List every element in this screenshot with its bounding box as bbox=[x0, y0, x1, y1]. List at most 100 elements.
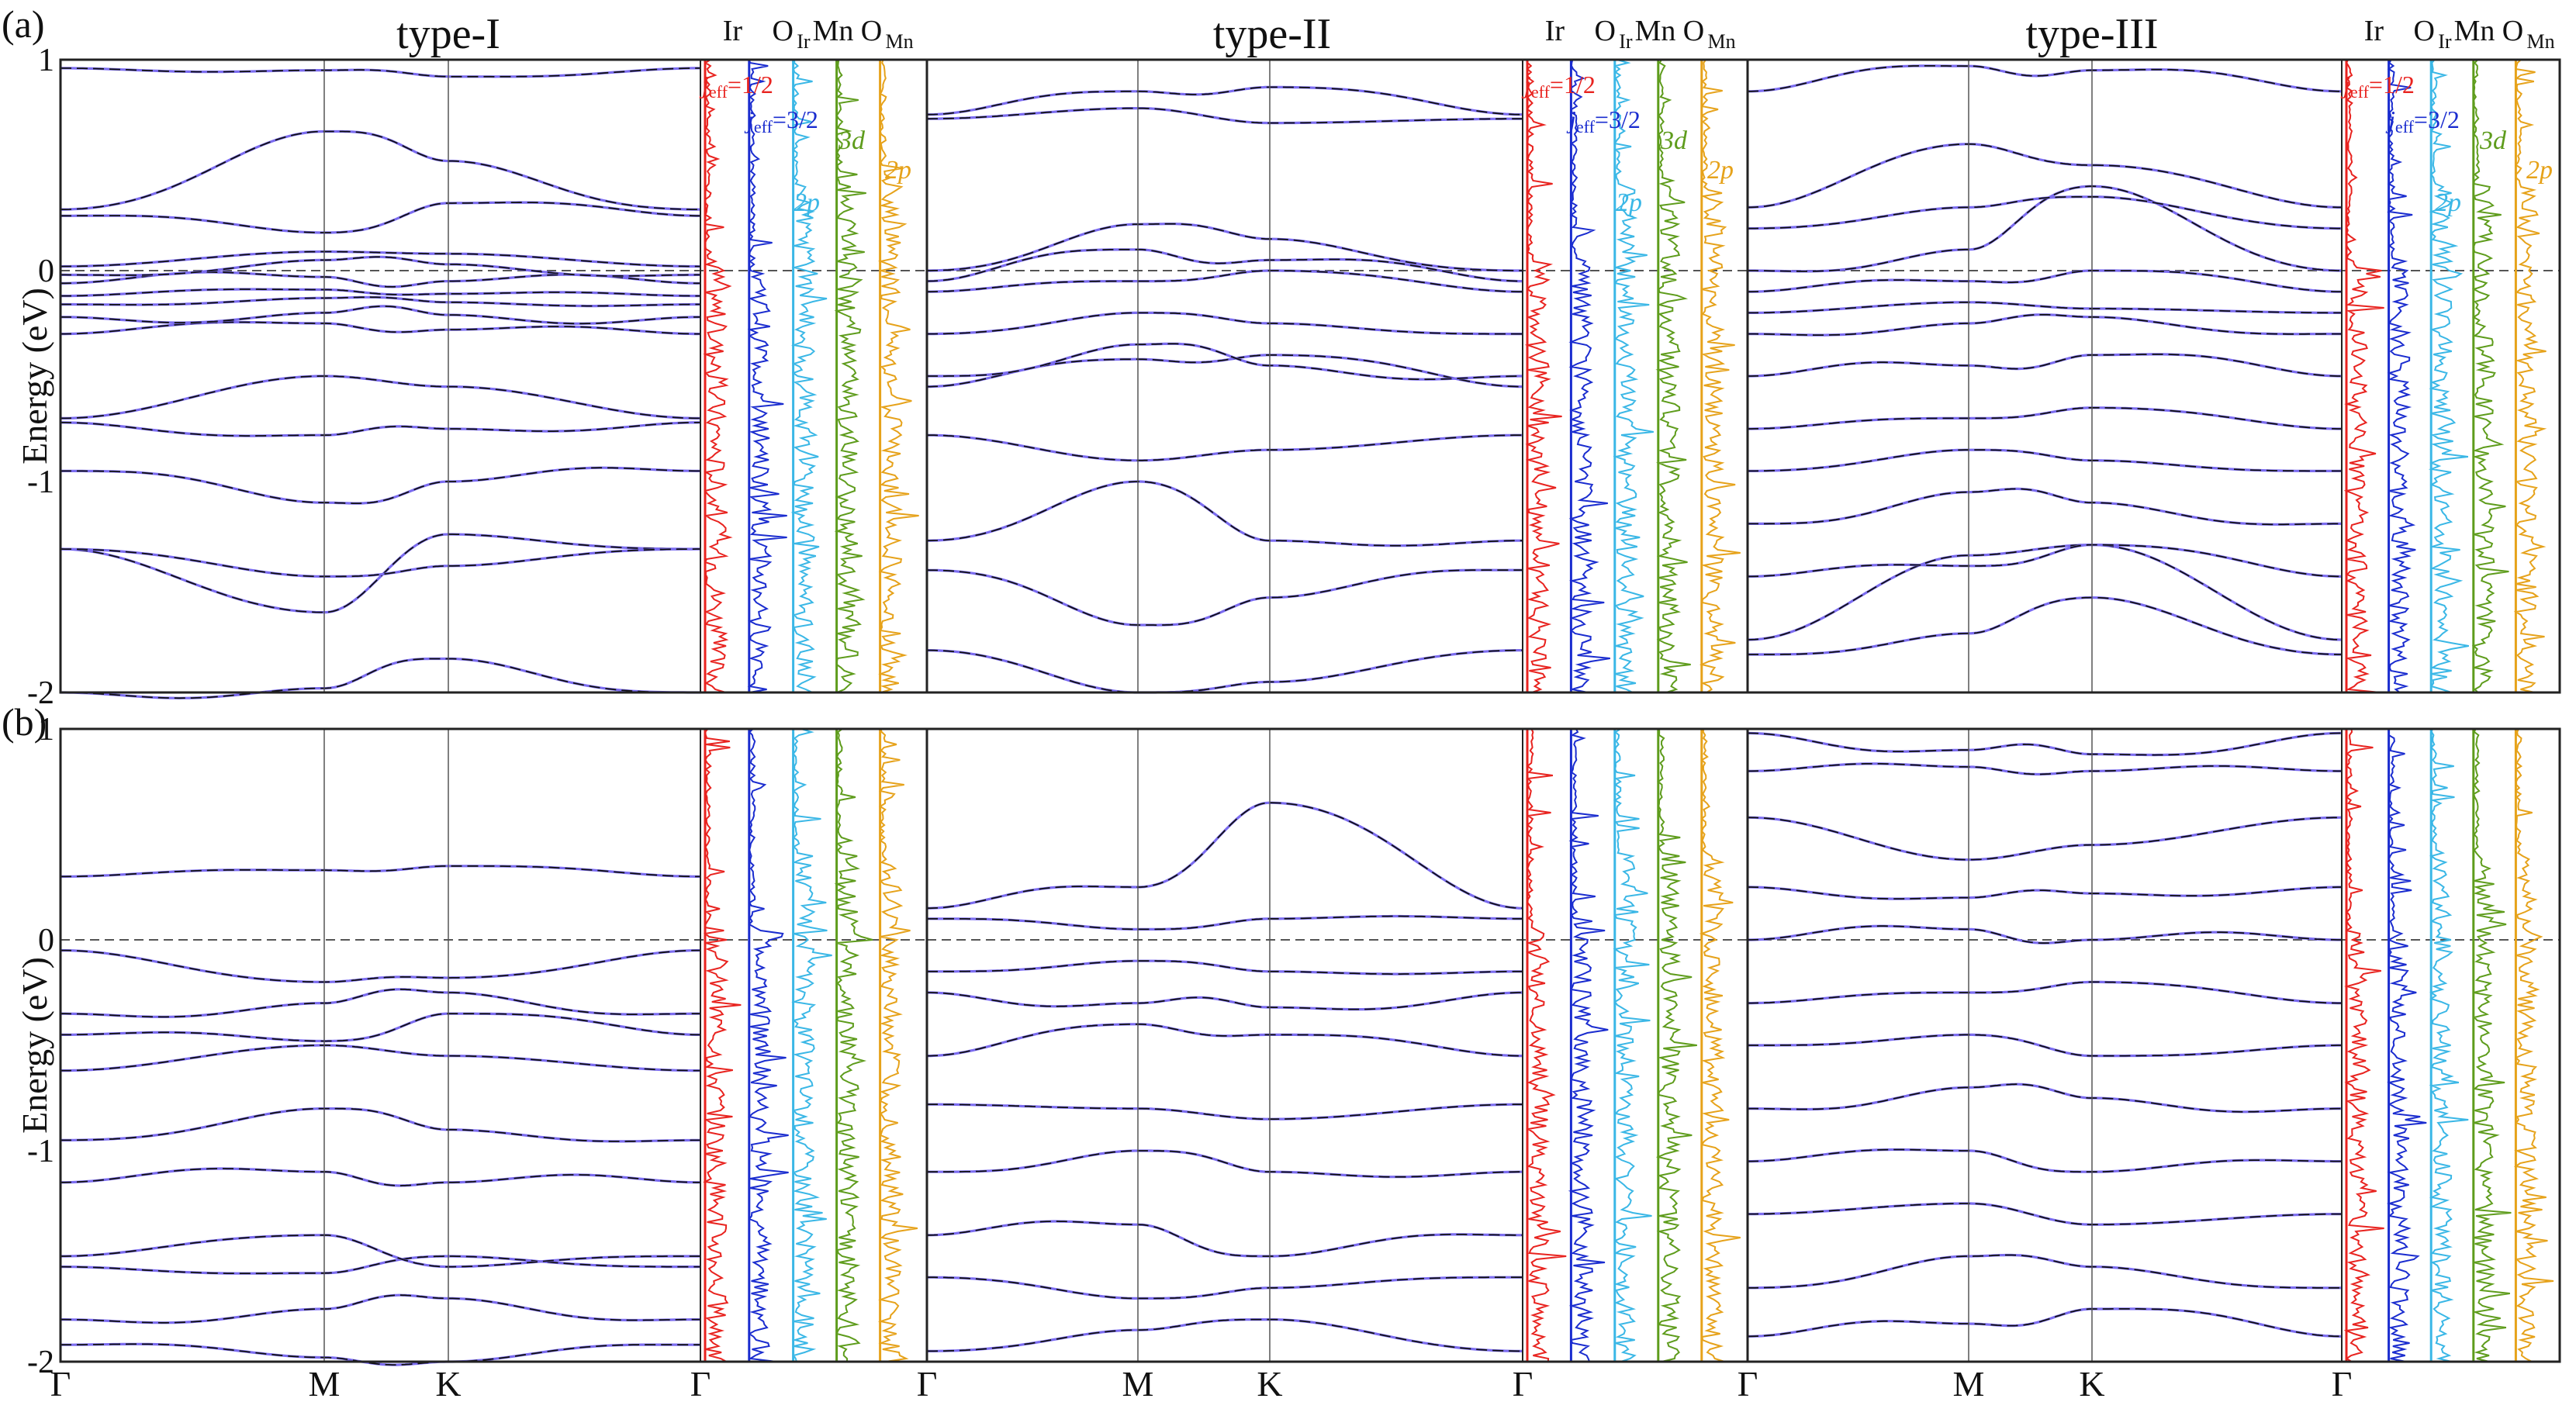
band-fit-5 bbox=[1748, 1083, 2342, 1113]
label-o-ir-2p: 2p bbox=[1616, 188, 1642, 217]
kpoint-label: M bbox=[1122, 1364, 1154, 1402]
panel-label-b: (b) bbox=[2, 700, 47, 744]
band-fit-2 bbox=[927, 1276, 1523, 1300]
band-dft-6 bbox=[927, 1023, 1523, 1058]
band-fit-3 bbox=[927, 1221, 1523, 1257]
band-layer bbox=[60, 64, 2343, 1366]
band-fit-2 bbox=[926, 569, 1523, 626]
band-dft-9 bbox=[61, 988, 700, 1018]
band-fit-1 bbox=[1748, 596, 2342, 655]
band-fit-12 bbox=[61, 256, 700, 277]
band-dft-1 bbox=[1748, 596, 2342, 656]
band-dft-5 bbox=[1748, 448, 2342, 472]
band-dft-3 bbox=[927, 1220, 1523, 1258]
frame-layer bbox=[59, 58, 2561, 1363]
dos-curve-Mn bbox=[834, 59, 866, 693]
dos-curve-O_Mn bbox=[877, 728, 918, 1362]
dos-header-o-ir: O bbox=[772, 15, 793, 47]
band-fit-8 bbox=[1748, 313, 2342, 336]
band-fit-5 bbox=[60, 421, 701, 437]
dos-curve-jeff_half bbox=[1524, 59, 1562, 693]
band-dft-2 bbox=[1748, 1253, 2342, 1290]
band-fit-11 bbox=[1748, 763, 2342, 775]
band-fit-3 bbox=[1748, 544, 2342, 578]
band-fit-4 bbox=[927, 434, 1523, 461]
dos-header-mn: Mn bbox=[2454, 15, 2495, 47]
band-fit-10 bbox=[927, 223, 1523, 271]
band-fit-2 bbox=[1747, 544, 2343, 641]
band-fit-9 bbox=[926, 248, 1523, 282]
label-o-ir-2p: 2p bbox=[794, 188, 820, 217]
dos-header-ir: Ir bbox=[723, 15, 743, 47]
band-fit-9 bbox=[61, 296, 700, 307]
dos-header-o-mn: O bbox=[2502, 15, 2523, 47]
band-fit-9 bbox=[1748, 301, 2342, 314]
band-fit-9 bbox=[927, 915, 1523, 931]
band-fit-7 bbox=[927, 992, 1523, 1010]
label-o-ir-2p: 2p bbox=[2435, 188, 2461, 217]
band-fit-11 bbox=[927, 107, 1523, 124]
band-dft-6 bbox=[1748, 406, 2342, 430]
band-fit-6 bbox=[61, 1107, 700, 1142]
band-dft-9 bbox=[61, 295, 700, 308]
dos-header-ir: Ir bbox=[1545, 15, 1565, 47]
label-o-mn-2p: 2p bbox=[1707, 156, 1734, 185]
band-dft-12 bbox=[61, 255, 700, 278]
y-tick-label: -2 bbox=[27, 675, 54, 711]
dos-curve-Mn bbox=[2472, 728, 2512, 1362]
dos-header-mn: Mn bbox=[813, 15, 854, 47]
band-fit-2 bbox=[61, 1294, 700, 1324]
band-fit-3 bbox=[61, 1255, 700, 1275]
dos-curve-O_Ir bbox=[2428, 59, 2469, 693]
dos-curve-jeff_threehalf bbox=[2386, 728, 2427, 1362]
band-dft-4 bbox=[61, 466, 700, 505]
band-fit-4 bbox=[61, 1234, 700, 1268]
band-dft-2 bbox=[926, 568, 1523, 627]
band-fit-8 bbox=[927, 270, 1523, 293]
panel-frame bbox=[1746, 727, 2561, 1363]
band-dft-10 bbox=[1747, 816, 2343, 862]
dos-curve-O_Ir bbox=[790, 59, 828, 693]
panel-frame bbox=[1746, 58, 2561, 694]
band-dft-8 bbox=[60, 305, 701, 325]
label-mn-3d: 3d bbox=[2479, 126, 2507, 155]
band-fit-4 bbox=[61, 467, 700, 504]
band-dft-7 bbox=[927, 311, 1523, 336]
dos-curve-O_Mn bbox=[2513, 728, 2554, 1362]
band-dft-7 bbox=[61, 1044, 700, 1072]
band-dft-7 bbox=[1748, 980, 2342, 1005]
dos-curve-jeff_threehalf bbox=[747, 59, 787, 693]
band-fit-4 bbox=[927, 1150, 1523, 1178]
band-fit-16 bbox=[61, 67, 700, 78]
kpoint-label: Γ bbox=[690, 1364, 711, 1402]
dos-curve-jeff_half bbox=[1525, 728, 1567, 1362]
y-axis-label: Energy (eV) bbox=[15, 288, 54, 464]
y-tick-label: 1 bbox=[38, 712, 54, 748]
band-fit-13 bbox=[1747, 143, 2342, 209]
band-dft-8 bbox=[1748, 313, 2342, 337]
label-mn-3d: 3d bbox=[1660, 126, 1688, 155]
band-fit-2 bbox=[60, 534, 700, 613]
band-fit-7 bbox=[61, 1045, 700, 1072]
band-fit-7 bbox=[1748, 354, 2342, 377]
band-dft-2 bbox=[927, 1276, 1523, 1300]
dos-header-ir: Ir bbox=[2364, 15, 2384, 47]
band-fit-4 bbox=[1748, 1148, 2342, 1173]
dos-curve-O_Mn bbox=[2513, 59, 2547, 693]
dos-header-mn: Mn bbox=[1635, 15, 1676, 47]
band-dft-1 bbox=[927, 1318, 1523, 1352]
kpoint-label: Γ bbox=[1513, 1364, 1533, 1402]
dos-curve-Mn bbox=[1655, 59, 1691, 693]
band-fit-15 bbox=[61, 130, 700, 210]
band-fit-9 bbox=[1748, 886, 2342, 900]
band-fit-8 bbox=[60, 306, 701, 325]
column-title: type-III bbox=[2025, 10, 2158, 58]
band-fit-11 bbox=[61, 865, 700, 878]
dos-header-o-ir-sub: Ir bbox=[2438, 30, 2452, 53]
dos-curve-jeff_half bbox=[2343, 728, 2384, 1362]
band-fit-6 bbox=[927, 1023, 1523, 1057]
band-fit-6 bbox=[1748, 406, 2342, 430]
label-o-mn-2p: 2p bbox=[885, 156, 911, 185]
